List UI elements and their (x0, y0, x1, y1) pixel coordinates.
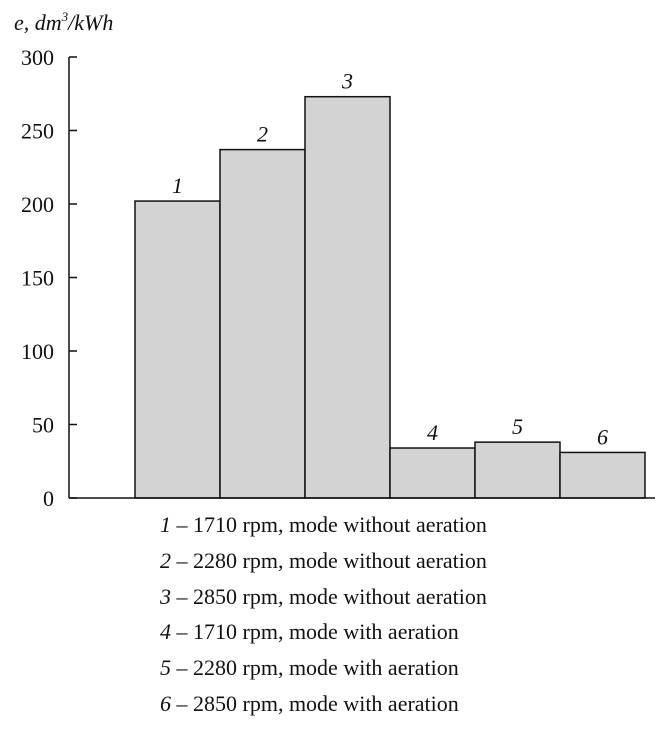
bar-2 (219, 148, 306, 499)
legend-item-number: 2 (160, 547, 171, 573)
y-axis-label-superscript: 3 (61, 9, 69, 24)
legend: 1 – 1710 rpm, mode without aeration 2 – 2… (160, 512, 487, 727)
legend-item-text: – 1710 rpm, mode without aeration (171, 512, 487, 537)
y-tick-label: 100 (21, 339, 54, 364)
legend-item-number: 1 (160, 512, 171, 537)
bar-label-2: 2 (257, 122, 268, 147)
y-axis-label-main: e, dm (14, 10, 62, 35)
y-tick-label: 150 (21, 266, 54, 291)
legend-item-number: 6 (160, 690, 171, 716)
bars-group: 1 2 3 4 5 6 (134, 69, 646, 499)
bar-label-3: 3 (341, 69, 353, 94)
legend-item-text: – 2280 rpm, mode with aeration (171, 655, 459, 681)
legend-item: 5 – 2280 rpm, mode with aeration (160, 655, 487, 691)
legend-item-text: – 2280 rpm, mode without aeration (171, 547, 487, 573)
legend-item-number: 3 (160, 583, 171, 609)
legend-item: 3 – 2850 rpm, mode without aeration (160, 584, 487, 620)
bar-4 (389, 447, 476, 499)
bar-label-6: 6 (597, 424, 608, 449)
bar-5 (474, 441, 561, 499)
bar-1 (134, 200, 221, 499)
y-tick-label: 50 (32, 413, 54, 438)
y-ticks-group: 0 50 100 150 200 250 300 (21, 45, 77, 510)
bar-label-1: 1 (172, 173, 183, 198)
bar-label-5: 5 (512, 414, 523, 439)
legend-item-text: – 2850 rpm, mode with aeration (171, 690, 459, 716)
legend-item: 6 – 2850 rpm, mode with aeration (160, 691, 487, 727)
legend-item-number: 5 (160, 655, 171, 681)
bar-label-4: 4 (427, 420, 438, 445)
legend-item: 2 – 2280 rpm, mode without aeration (160, 548, 487, 584)
legend-item-text: – 1710 rpm, mode with aeration (171, 619, 459, 645)
y-axis-label-tail: /kWh (66, 10, 113, 35)
legend-item-text: – 2850 rpm, mode without aeration (171, 583, 487, 609)
legend-item-number: 4 (160, 619, 171, 645)
legend-item: 1 – 1710 rpm, mode without aeration (160, 512, 487, 548)
legend-item: 4 – 1710 rpm, mode with aeration (160, 619, 487, 655)
bar-6 (559, 451, 646, 499)
y-tick-label: 0 (43, 486, 54, 510)
bar-3 (304, 95, 391, 499)
y-tick-label: 200 (21, 192, 54, 217)
y-tick-label: 250 (21, 119, 54, 144)
y-tick-label: 300 (21, 45, 54, 70)
y-axis-label: e, dm3/kWh (14, 9, 113, 35)
